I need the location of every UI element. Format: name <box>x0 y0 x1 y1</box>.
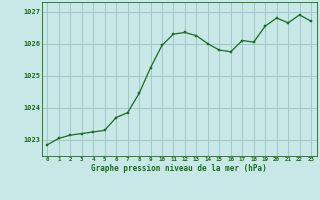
X-axis label: Graphe pression niveau de la mer (hPa): Graphe pression niveau de la mer (hPa) <box>91 164 267 173</box>
